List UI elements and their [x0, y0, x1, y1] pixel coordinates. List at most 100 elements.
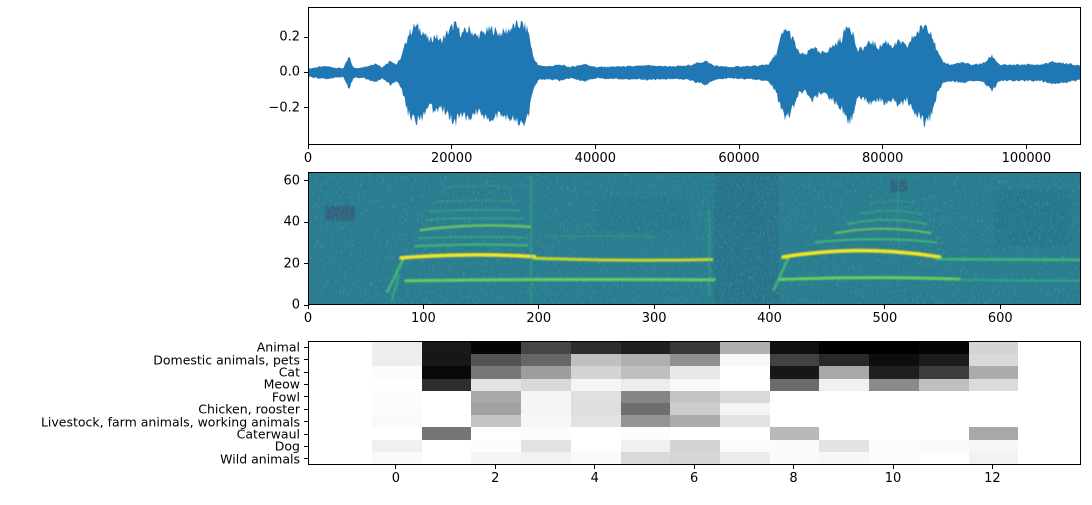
heatmap-cell: [620, 378, 671, 391]
heatmap-cell: [670, 366, 720, 379]
heatmap-cell: [720, 390, 770, 403]
spectrogram-image: [309, 173, 1080, 304]
heatmap-cell: [720, 354, 770, 367]
heatmap-cell: [769, 427, 820, 440]
heatmap-cell: [670, 342, 720, 355]
spectrogram-harmonics: [385, 176, 1080, 303]
heatmap-cell: [570, 427, 621, 440]
spectrogram-harmonic-line: [544, 235, 655, 238]
heatmap-x-tickmark: [494, 465, 496, 469]
heatmap-x-tickmark: [693, 465, 695, 469]
spectrogram-y-tickmark: [304, 221, 308, 223]
spectrogram-harmonic-line: [779, 276, 961, 282]
heatmap-row-label: Domestic animals, pets: [153, 352, 300, 368]
spectrogram-harmonic-line: [390, 274, 400, 302]
heatmap-cell: [670, 402, 720, 416]
waveform-x-tickmark: [1025, 145, 1027, 149]
heatmap-cell: [1018, 427, 1068, 440]
heatmap-cell: [570, 415, 621, 428]
waveform-x-tickmark: [882, 145, 884, 149]
heatmap-cell: [769, 451, 820, 464]
spectrogram-x-tick-label: 600: [987, 311, 1013, 326]
heatmap-cell: [968, 342, 1019, 355]
heatmap-cell: [819, 402, 870, 416]
spectrogram-harmonic-line: [834, 227, 932, 235]
heatmap-cell: [372, 451, 422, 464]
heatmap-cell: [918, 390, 969, 403]
waveform-y-tick-label: −0.2: [268, 100, 300, 116]
spectrogram-harmonic-line: [399, 252, 537, 260]
heatmap-cell: [521, 342, 571, 355]
heatmap-y-tickmark: [304, 433, 308, 435]
heatmap-cell: [819, 427, 870, 440]
heatmap-cell: [1018, 342, 1068, 355]
heatmap-cell: [869, 366, 919, 379]
heatmap-cell: [769, 378, 820, 391]
waveform-x-tick-label: 80000: [862, 151, 904, 166]
heatmap-cell: [720, 451, 770, 464]
heatmap-cell: [670, 439, 720, 452]
heatmap-y-tickmark: [304, 383, 308, 385]
heatmap-cell: [1018, 439, 1068, 452]
heatmap-cell: [720, 439, 770, 452]
spectrogram-harmonic-line: [419, 224, 532, 232]
spectrogram-y-tickmark: [304, 263, 308, 265]
spectrogram-y-tick-label: 40: [283, 214, 300, 230]
heatmap-cell: [421, 427, 472, 440]
spectrogram-harmonic-line: [425, 217, 524, 221]
heatmap-row-label: Caterwaul: [236, 426, 300, 442]
heatmap-x-tick-label: 2: [491, 471, 500, 486]
heatmap-cell: [869, 390, 919, 403]
heatmap-cell: [471, 366, 522, 379]
heatmap-cell: [1018, 366, 1068, 379]
waveform-y-tickmark: [304, 107, 308, 109]
heatmap-cell: [769, 415, 820, 428]
heatmap-cell: [620, 402, 671, 416]
heatmap-cell: [372, 439, 422, 452]
heatmap-cell: [968, 427, 1019, 440]
heatmap-y-tickmark: [304, 421, 308, 423]
spectrogram-x-tickmark: [768, 305, 770, 309]
heatmap-cell: [869, 354, 919, 367]
heatmap-cell: [869, 342, 919, 355]
spectrogram-harmonic-line: [533, 256, 714, 262]
heatmap-x-tickmark: [991, 465, 993, 469]
heatmap-cell: [918, 427, 969, 440]
heatmap-cell: [570, 451, 621, 464]
heatmap-cell: [670, 390, 720, 403]
heatmap-cell: [421, 354, 472, 367]
spectrogram-x-tick-label: 500: [872, 311, 898, 326]
waveform-x-tickmark: [594, 145, 596, 149]
heatmap-cell: [521, 390, 571, 403]
heatmap-cell: [471, 402, 522, 416]
spectrogram-harmonic-line: [814, 238, 938, 244]
heatmap-cell: [720, 366, 770, 379]
heatmap-cell: [720, 342, 770, 355]
spectrogram-x-tick-label: 200: [526, 311, 552, 326]
spectrogram-harmonic-line: [772, 257, 790, 292]
heatmap-row-label: Fowl: [271, 389, 300, 405]
heatmap-cell: [421, 439, 472, 452]
heatmap-cell: [869, 439, 919, 452]
spectrogram-x-tick-label: 300: [641, 311, 667, 326]
waveform-x-tickmark: [451, 145, 453, 149]
heatmap-cell: [670, 451, 720, 464]
heatmap-cell: [918, 366, 969, 379]
heatmap-cell: [769, 402, 820, 416]
heatmap-y-tickmark: [304, 346, 308, 348]
spectrogram-plot: [308, 172, 1081, 305]
heatmap-y-tickmark: [304, 445, 308, 447]
heatmap-cell: [620, 342, 671, 355]
spectrogram-harmonic-line: [781, 248, 942, 259]
spectrogram-y-tick-label: 60: [283, 173, 300, 189]
heatmap-cell: [670, 427, 720, 440]
spectrogram-y-tickmark: [304, 304, 308, 306]
heatmap-cell: [471, 342, 522, 355]
heatmap-y-tickmark: [304, 396, 308, 398]
heatmap-cell: [471, 451, 522, 464]
heatmap-y-tickmark: [304, 371, 308, 373]
heatmap-cell: [471, 354, 522, 367]
heatmap-cell: [918, 402, 969, 416]
heatmap-cell: [570, 390, 621, 403]
heatmap-cell: [1018, 390, 1068, 403]
